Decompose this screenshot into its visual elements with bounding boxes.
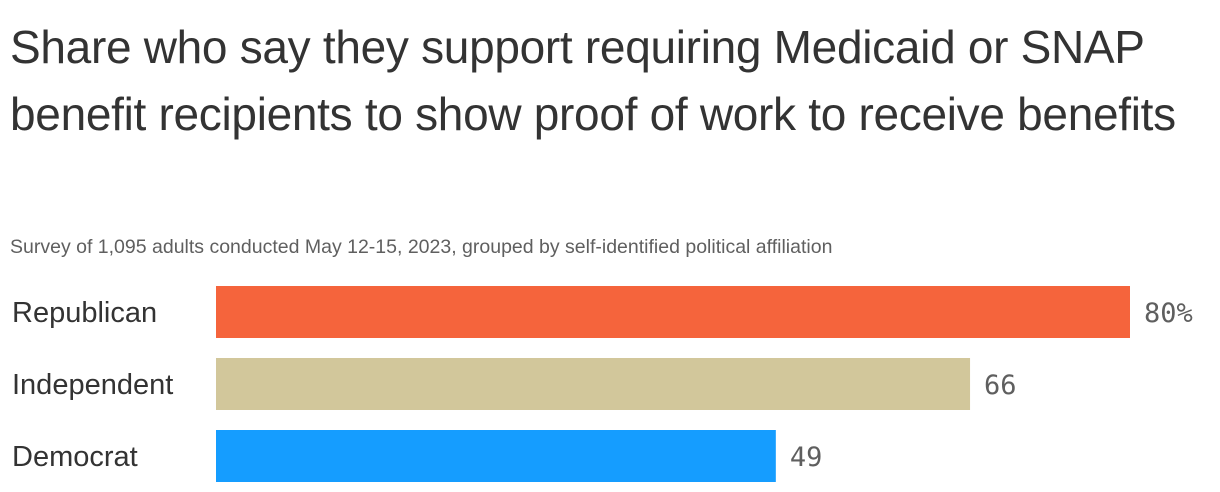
category-label-independent: Independent: [12, 369, 173, 401]
value-label-republican: 80%: [1144, 298, 1193, 329]
bar-chart: Republican 80% Independent 66 Democrat 49: [12, 286, 1193, 482]
bar-independent: [216, 358, 971, 410]
bar-republican: [216, 286, 1130, 338]
bar-democrat: [216, 430, 776, 482]
chart-subtitle: Survey of 1,095 adults conducted May 12-…: [10, 236, 833, 258]
category-label-republican: Republican: [12, 297, 157, 329]
chart-title: Share who say they support requiring Med…: [10, 21, 1176, 140]
value-label-independent: 66: [984, 370, 1017, 401]
category-label-democrat: Democrat: [12, 441, 138, 473]
value-label-democrat: 49: [790, 442, 823, 473]
